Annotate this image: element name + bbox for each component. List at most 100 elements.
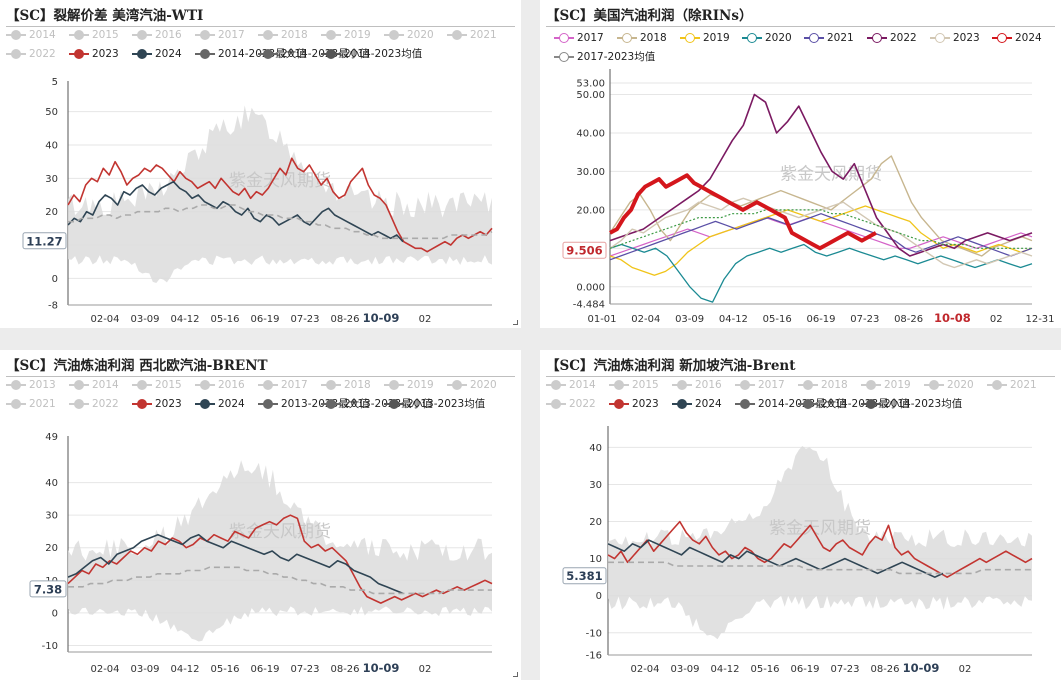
legend-item-2019[interactable]: 2019 <box>680 31 730 45</box>
legend-item-2016[interactable]: 2016 <box>195 378 245 392</box>
legend-marker-icon <box>609 399 629 409</box>
legend-item-2020[interactable]: 2020 <box>742 31 792 45</box>
series-line-2014-2023 <box>68 204 493 240</box>
legend-item-2017[interactable]: 2017 <box>735 378 785 392</box>
y-tick-label: 30 <box>45 174 58 185</box>
legend-item-2019[interactable]: 2019 <box>861 378 911 392</box>
legend-item-2014[interactable]: 2014 <box>6 28 56 42</box>
legend-item-2023[interactable]: 2023 <box>69 47 119 61</box>
legend-marker-icon <box>258 49 278 59</box>
legend-label: 2014-2023均值 <box>344 48 423 60</box>
legend-label: 2024 <box>695 398 722 410</box>
legend-marker-icon <box>6 399 26 409</box>
legend-marker-icon <box>447 380 467 390</box>
title-divider <box>546 26 1055 27</box>
legend-item-2016[interactable]: 2016 <box>132 28 182 42</box>
legend-label: 2014-2023均值 <box>884 398 963 410</box>
y-tick-label: -10 <box>42 641 58 652</box>
chart-title: 【SC】裂解价差 美湾汽油-WTI <box>6 8 204 24</box>
x-tick-label: 08-26 <box>330 664 359 675</box>
legend-item-2023[interactable]: 2023 <box>930 31 980 45</box>
resize-corner-icon[interactable] <box>513 320 518 325</box>
legend-item-2023[interactable]: 2023 <box>132 397 182 411</box>
legend-item-2015[interactable]: 2015 <box>609 378 659 392</box>
legend-item-2021[interactable]: 2021 <box>6 397 56 411</box>
legend-label: 2022 <box>890 32 917 44</box>
legend-item-2023[interactable]: 2023 <box>609 397 659 411</box>
legend-item-2022[interactable]: 2022 <box>546 397 596 411</box>
y-tick-label: 10 <box>589 554 602 565</box>
legend-item-2022[interactable]: 2022 <box>867 31 917 45</box>
x-tick-label: 06-19 <box>790 664 819 675</box>
series-line-2023 <box>607 520 1033 578</box>
y-tick-label: 30 <box>45 511 58 522</box>
legend-item-2015[interactable]: 2015 <box>132 378 182 392</box>
legend-item-2017-2023[interactable]: 2017-2023均值 <box>554 50 655 64</box>
legend-item-2019[interactable]: 2019 <box>384 378 434 392</box>
series-line-2022 <box>609 93 1033 257</box>
legend-marker-icon <box>554 33 574 43</box>
current-value-label: 7.38 <box>34 582 62 596</box>
chart-panel-singapore-gasoline-brent: 【SC】汽油炼油利润 新加坡汽油-Brent 2014 2015 2016 2017 2… <box>540 350 1061 680</box>
y-tick-label: 20.00 <box>576 205 605 216</box>
legend-item-2013[interactable]: 2013 <box>6 378 56 392</box>
legend-item-2021[interactable]: 2021 <box>987 378 1037 392</box>
x-tick-label: 05-16 <box>763 314 792 325</box>
legend-marker-icon <box>735 380 755 390</box>
legend-item-2022[interactable]: 2022 <box>69 397 119 411</box>
x-tick-label: 07-23 <box>290 664 319 675</box>
legend-item-2022[interactable]: 2022 <box>6 47 56 61</box>
legend-marker-icon <box>798 399 818 409</box>
legend-item-2015[interactable]: 2015 <box>69 28 119 42</box>
legend-item-2020[interactable]: 2020 <box>924 378 974 392</box>
legend-item-2024[interactable]: 2024 <box>195 397 245 411</box>
legend-label: 2017 <box>577 32 604 44</box>
legend-item-2020[interactable]: 2020 <box>447 378 497 392</box>
legend-label: 2015 <box>155 379 182 391</box>
y-tick-label: 5 <box>52 77 58 88</box>
legend-item-2018[interactable]: 2018 <box>617 31 667 45</box>
y-tick-label: 30 <box>589 480 602 491</box>
legend-item-2024[interactable]: 2024 <box>672 397 722 411</box>
legend-item-2014[interactable]: 2014 <box>69 378 119 392</box>
legend-item-2018[interactable]: 2018 <box>798 378 848 392</box>
legend-item-2019[interactable]: 2019 <box>321 28 371 42</box>
legend-item-2024[interactable]: 2024 <box>992 31 1042 45</box>
chart-plot: 403020100-104902-0403-0904-1205-1606-190… <box>29 432 493 675</box>
legend-item-2014-2023[interactable]: 2014-2023均值 <box>861 397 962 411</box>
legend-item-2018[interactable]: 2018 <box>258 28 308 42</box>
legend-item-2013-2023[interactable]: 2013-2023均值 <box>384 397 485 411</box>
y-tick-label: 40 <box>45 478 58 489</box>
legend-marker-icon <box>384 30 404 40</box>
legend-item-2016[interactable]: 2016 <box>672 378 722 392</box>
x-tick-label: 06-19 <box>250 314 279 325</box>
x-tick-label: 02-04 <box>90 664 119 675</box>
legend-marker-icon <box>195 30 215 40</box>
legend-item-2021[interactable]: 2021 <box>447 28 497 42</box>
legend-marker-icon <box>987 380 1007 390</box>
legend-label: 2018 <box>344 379 371 391</box>
y-tick-label: -16 <box>586 651 602 662</box>
legend-item-2014[interactable]: 2014 <box>546 378 596 392</box>
legend-item-2024[interactable]: 2024 <box>132 47 182 61</box>
series-line-2024 <box>67 533 404 595</box>
legend-item-2018[interactable]: 2018 <box>321 378 371 392</box>
legend-item-2017[interactable]: 2017 <box>258 378 308 392</box>
x-tick-label: 04-12 <box>710 664 739 675</box>
legend-item-2014-2023[interactable]: 2014-2023均值 <box>321 47 422 61</box>
series-line-2019 <box>609 205 1033 276</box>
legend-item-2020[interactable]: 2020 <box>384 28 434 42</box>
legend-item-2021[interactable]: 2021 <box>804 31 854 45</box>
x-tick-label: 06-19 <box>250 664 279 675</box>
legend-item-2017[interactable]: 2017 <box>195 28 245 42</box>
x-tick-label: 04-12 <box>719 314 748 325</box>
series-line-2023 <box>67 157 493 253</box>
legend-label: 2013 <box>29 379 56 391</box>
legend-marker-icon <box>735 399 755 409</box>
x-tick-label: 03-09 <box>130 664 159 675</box>
legend-label: 2023 <box>953 32 980 44</box>
legend-item-2017[interactable]: 2017 <box>554 31 604 45</box>
legend-label: 2020 <box>765 32 792 44</box>
resize-corner-icon[interactable] <box>513 672 518 677</box>
x-tick-label: 02 <box>959 664 972 675</box>
